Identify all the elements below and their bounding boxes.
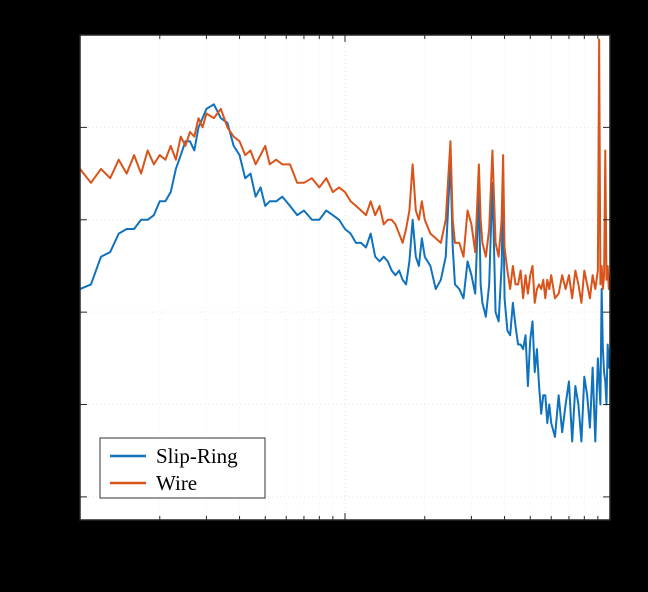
legend-label-slip-ring: Slip-Ring: [156, 444, 238, 468]
legend-label-wire: Wire: [156, 471, 197, 495]
spectrum-chart: Slip-Ring Wire: [0, 0, 648, 592]
chart-container: Slip-Ring Wire: [0, 0, 648, 592]
